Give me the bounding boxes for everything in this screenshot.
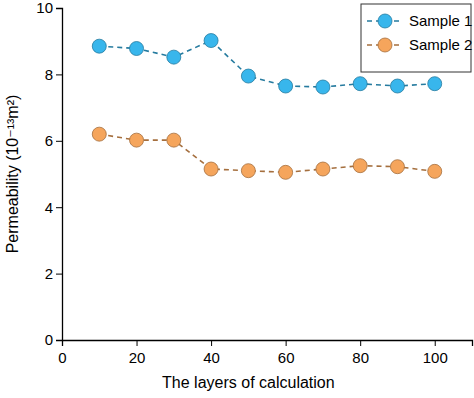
- legend-marker: [378, 38, 392, 52]
- x-tick-mark: [211, 340, 212, 346]
- x-tick: 0: [58, 340, 66, 366]
- series-point: [204, 162, 218, 176]
- x-tick-mark: [435, 340, 436, 346]
- x-tick-label: 100: [423, 349, 448, 366]
- y-tick: 4: [45, 199, 62, 216]
- x-axis: 0 20 40 60 80 100: [58, 340, 472, 366]
- series-point: [92, 127, 106, 141]
- series-point: [130, 133, 144, 147]
- y-tick-label: 4: [45, 199, 53, 216]
- legend-label: Sample 1: [409, 12, 472, 29]
- y-axis: 0 2 4 6 8 10: [36, 0, 62, 348]
- y-tick-mark: [56, 274, 62, 275]
- series-point: [390, 160, 404, 174]
- x-tick: 80: [352, 340, 369, 366]
- x-axis-line: [63, 341, 473, 347]
- series-point: [92, 39, 106, 53]
- x-tick-mark: [286, 340, 287, 346]
- series-point: [316, 80, 330, 94]
- y-axis-line: [56, 9, 63, 341]
- series-point: [279, 165, 293, 179]
- x-tick-label: 60: [278, 349, 295, 366]
- y-tick-label: 6: [45, 132, 53, 149]
- y-tick-label: 0: [45, 331, 53, 348]
- y-tick-label: 8: [45, 66, 53, 83]
- legend-label: Sample 2: [409, 36, 472, 53]
- x-tick: 60: [278, 340, 295, 366]
- series-point: [204, 34, 218, 48]
- x-tick-mark: [360, 340, 361, 346]
- x-tick-label: 0: [58, 349, 66, 366]
- series-point: [428, 164, 442, 178]
- y-tick-label: 2: [45, 265, 53, 282]
- x-tick: 100: [423, 340, 448, 366]
- series-point: [428, 77, 442, 91]
- series-point: [241, 69, 255, 83]
- legend-marker: [378, 14, 392, 28]
- chart: 0 20 40 60 80 100 0 2 4 6 8 10 The layers of calcula…: [0, 0, 474, 398]
- series-point: [353, 159, 367, 173]
- y-tick: 0: [45, 331, 62, 348]
- x-tick-label: 20: [129, 349, 146, 366]
- y-tick-mark: [56, 8, 62, 9]
- y-tick-mark: [56, 141, 62, 142]
- x-axis-title: The layers of calculation: [162, 374, 335, 391]
- x-tick-label: 80: [352, 349, 369, 366]
- x-tick-mark: [137, 340, 138, 346]
- y-tick-mark: [56, 340, 62, 341]
- y-tick-label: 10: [36, 0, 53, 16]
- series-point: [130, 42, 144, 56]
- y-tick: 2: [45, 265, 62, 282]
- series-point: [316, 162, 330, 176]
- y-tick: 10: [36, 0, 62, 16]
- series-point: [353, 77, 367, 91]
- series-point: [167, 50, 181, 64]
- x-tick-label: 40: [203, 349, 220, 366]
- legend: Sample 1 Sample 2: [361, 4, 472, 72]
- y-tick-mark: [56, 74, 62, 75]
- series-line: [99, 134, 434, 172]
- series-point: [279, 79, 293, 93]
- y-tick: 6: [45, 132, 62, 149]
- series-point: [390, 79, 404, 93]
- series-point: [167, 133, 181, 147]
- y-tick: 8: [45, 66, 62, 83]
- y-axis-title: Permeability (10⁻¹³m²): [4, 95, 21, 254]
- plot-area: 0 20 40 60 80 100 0 2 4 6 8 10: [36, 0, 472, 366]
- x-tick: 40: [203, 340, 220, 366]
- y-tick-mark: [56, 207, 62, 208]
- series-point: [241, 164, 255, 178]
- x-tick: 20: [129, 340, 146, 366]
